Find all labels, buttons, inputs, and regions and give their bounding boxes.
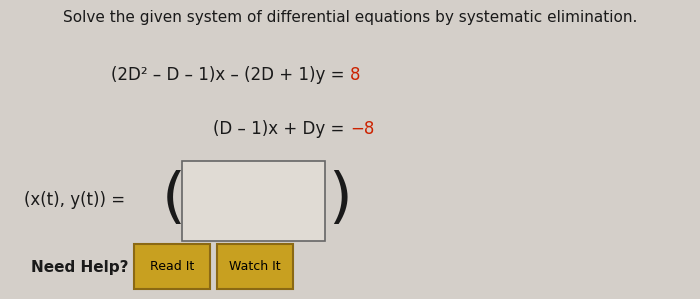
Text: (2D² – D – 1)x – (2D + 1)y =: (2D² – D – 1)x – (2D + 1)y = — [111, 66, 350, 84]
Text: −8: −8 — [350, 120, 374, 138]
FancyBboxPatch shape — [134, 244, 210, 289]
FancyBboxPatch shape — [217, 244, 293, 289]
Text: (D – 1)x + Dy =: (D – 1)x + Dy = — [214, 120, 350, 138]
Text: Need Help?: Need Help? — [31, 260, 128, 275]
Text: Watch It: Watch It — [230, 260, 281, 273]
FancyBboxPatch shape — [182, 161, 326, 241]
Text: Solve the given system of differential equations by systematic elimination.: Solve the given system of differential e… — [63, 10, 637, 25]
Text: ): ) — [328, 170, 352, 229]
Text: Read It: Read It — [150, 260, 194, 273]
Text: (x(t), y(t)) =: (x(t), y(t)) = — [24, 191, 125, 209]
Text: (: ( — [162, 170, 186, 229]
Text: 8: 8 — [350, 66, 360, 84]
